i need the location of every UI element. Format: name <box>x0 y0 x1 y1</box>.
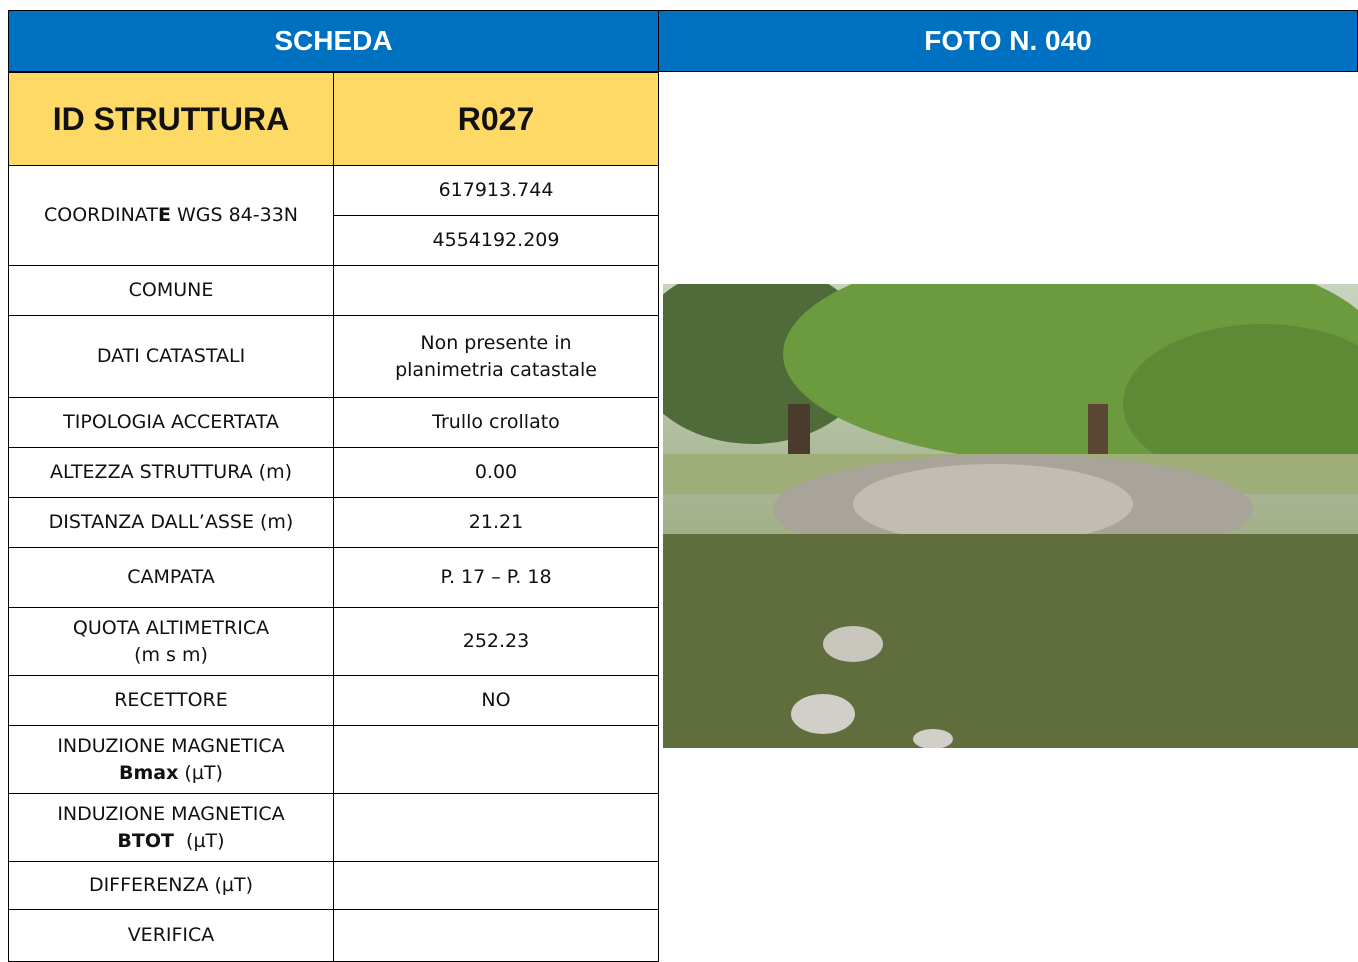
row-label: DISTANZA DALL’ASSE (m) <box>8 497 334 548</box>
id-value: R027 <box>333 72 659 166</box>
row-value <box>333 909 659 962</box>
label-part: (µT) <box>178 761 223 784</box>
row-value: 4554192.209 <box>333 215 659 266</box>
header-right: FOTO N. 040 <box>658 10 1358 72</box>
row-value: 252.23 <box>333 607 659 676</box>
label-line: INDUZIONE MAGNETICA <box>57 734 285 757</box>
row-value: NO <box>333 675 659 726</box>
row-label: INDUZIONE MAGNETICA BTOT (µT) <box>8 793 334 862</box>
value-line: Non presente in <box>420 331 572 354</box>
label-part: WGS 84-33N <box>170 204 299 227</box>
row-value: 21.21 <box>333 497 659 548</box>
row-label: ALTEZZA STRUTTURA (m) <box>8 447 334 498</box>
id-label: ID STRUTTURA <box>8 72 334 166</box>
row-label: DATI CATASTALI <box>8 315 334 398</box>
row-value <box>333 265 659 316</box>
row-value: Non presente in planimetria catastale <box>333 315 659 398</box>
label-line: INDUZIONE MAGNETICA <box>57 802 285 825</box>
row-label: TIPOLOGIA ACCERTATA <box>8 397 334 448</box>
label-line: (m s m) <box>134 643 208 666</box>
row-label: COMUNE <box>8 265 334 316</box>
row-label: DIFFERENZA (µT) <box>8 861 334 910</box>
label-part: (µT) <box>173 829 225 852</box>
photo <box>663 284 1358 748</box>
label-part: BTOT <box>117 829 174 852</box>
row-value: P. 17 – P. 18 <box>333 547 659 608</box>
row-label: CAMPATA <box>8 547 334 608</box>
row-value <box>333 725 659 794</box>
row-value: 0.00 <box>333 447 659 498</box>
label-part: Bmax <box>119 761 179 784</box>
row-label: VERIFICA <box>8 909 334 962</box>
label-part: COORDINAT <box>43 204 158 227</box>
label-part: E <box>157 204 171 227</box>
row-value: Trullo crollato <box>333 397 659 448</box>
row-value <box>333 793 659 862</box>
row-label: INDUZIONE MAGNETICA Bmax (µT) <box>8 725 334 794</box>
header-left: SCHEDA <box>8 10 659 72</box>
row-value <box>333 861 659 910</box>
label-line: QUOTA ALTIMETRICA <box>72 616 270 639</box>
row-value: 617913.744 <box>333 165 659 216</box>
row-label: QUOTA ALTIMETRICA (m s m) <box>8 607 334 676</box>
value-line: planimetria catastale <box>395 358 597 381</box>
sheet-table: ID STRUTTURA R027 COORDINATE WGS 84-33N 61… <box>8 72 659 962</box>
row-label: COORDINATE WGS 84-33N <box>8 165 334 266</box>
row-label: RECETTORE <box>8 675 334 726</box>
